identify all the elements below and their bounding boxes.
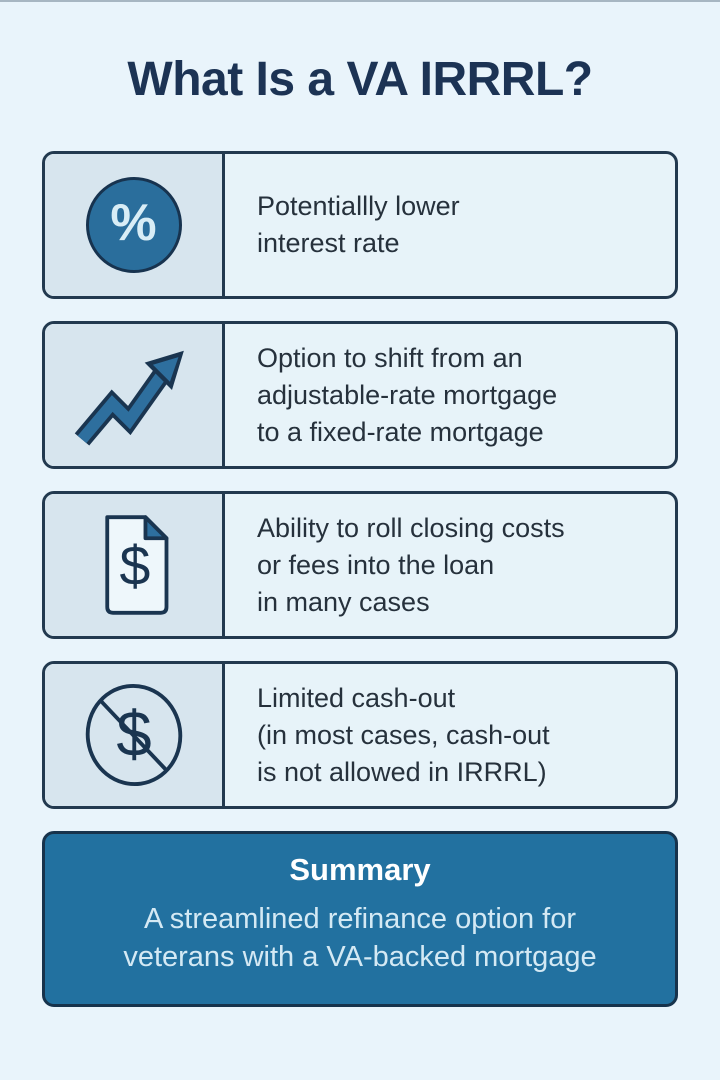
feature-list: % Potentiallly lower interest rate Optio… (42, 151, 678, 809)
text-cell: Potentiallly lower interest rate (225, 154, 675, 296)
trend-up-arrow-icon (74, 350, 184, 446)
icon-cell: $ (45, 494, 225, 636)
icon-cell (45, 324, 225, 466)
dollar-glyph: $ (119, 535, 150, 597)
text-cell: Option to shift from an adjustable-rate … (225, 324, 675, 466)
summary-box: Summary A streamlined refinance option f… (42, 831, 678, 1007)
top-edge-artifact (0, 0, 720, 2)
document-dollar-icon: $ (104, 515, 168, 615)
feature-row-arm-to-fixed: Option to shift from an adjustable-rate … (42, 321, 678, 469)
feature-text: Limited cash-out (in most cases, cash-ou… (257, 682, 550, 787)
page-title: What Is a VA IRRRL? (127, 53, 593, 106)
percent-circle-icon: % (85, 177, 182, 273)
no-cash-icon: $ (85, 683, 182, 787)
feature-text: Option to shift from an adjustable-rate … (257, 342, 558, 447)
feature-row-roll-costs: $ Ability to roll closing costs or fees … (42, 491, 678, 639)
summary-title: Summary (289, 852, 431, 887)
feature-row-limited-cashout: $ Limited cash-out (in most cases, cash-… (42, 661, 678, 809)
feature-text: Ability to roll closing costs or fees in… (257, 512, 565, 617)
percent-glyph: % (110, 194, 157, 252)
text-cell: Ability to roll closing costs or fees in… (225, 494, 675, 636)
icon-cell: % (45, 154, 225, 296)
summary-body: A streamlined refinance option for veter… (123, 903, 597, 973)
feature-text: Potentiallly lower interest rate (257, 191, 460, 258)
icon-cell: $ (45, 664, 225, 806)
feature-row-lower-rate: % Potentiallly lower interest rate (42, 151, 678, 299)
text-cell: Limited cash-out (in most cases, cash-ou… (225, 664, 675, 806)
